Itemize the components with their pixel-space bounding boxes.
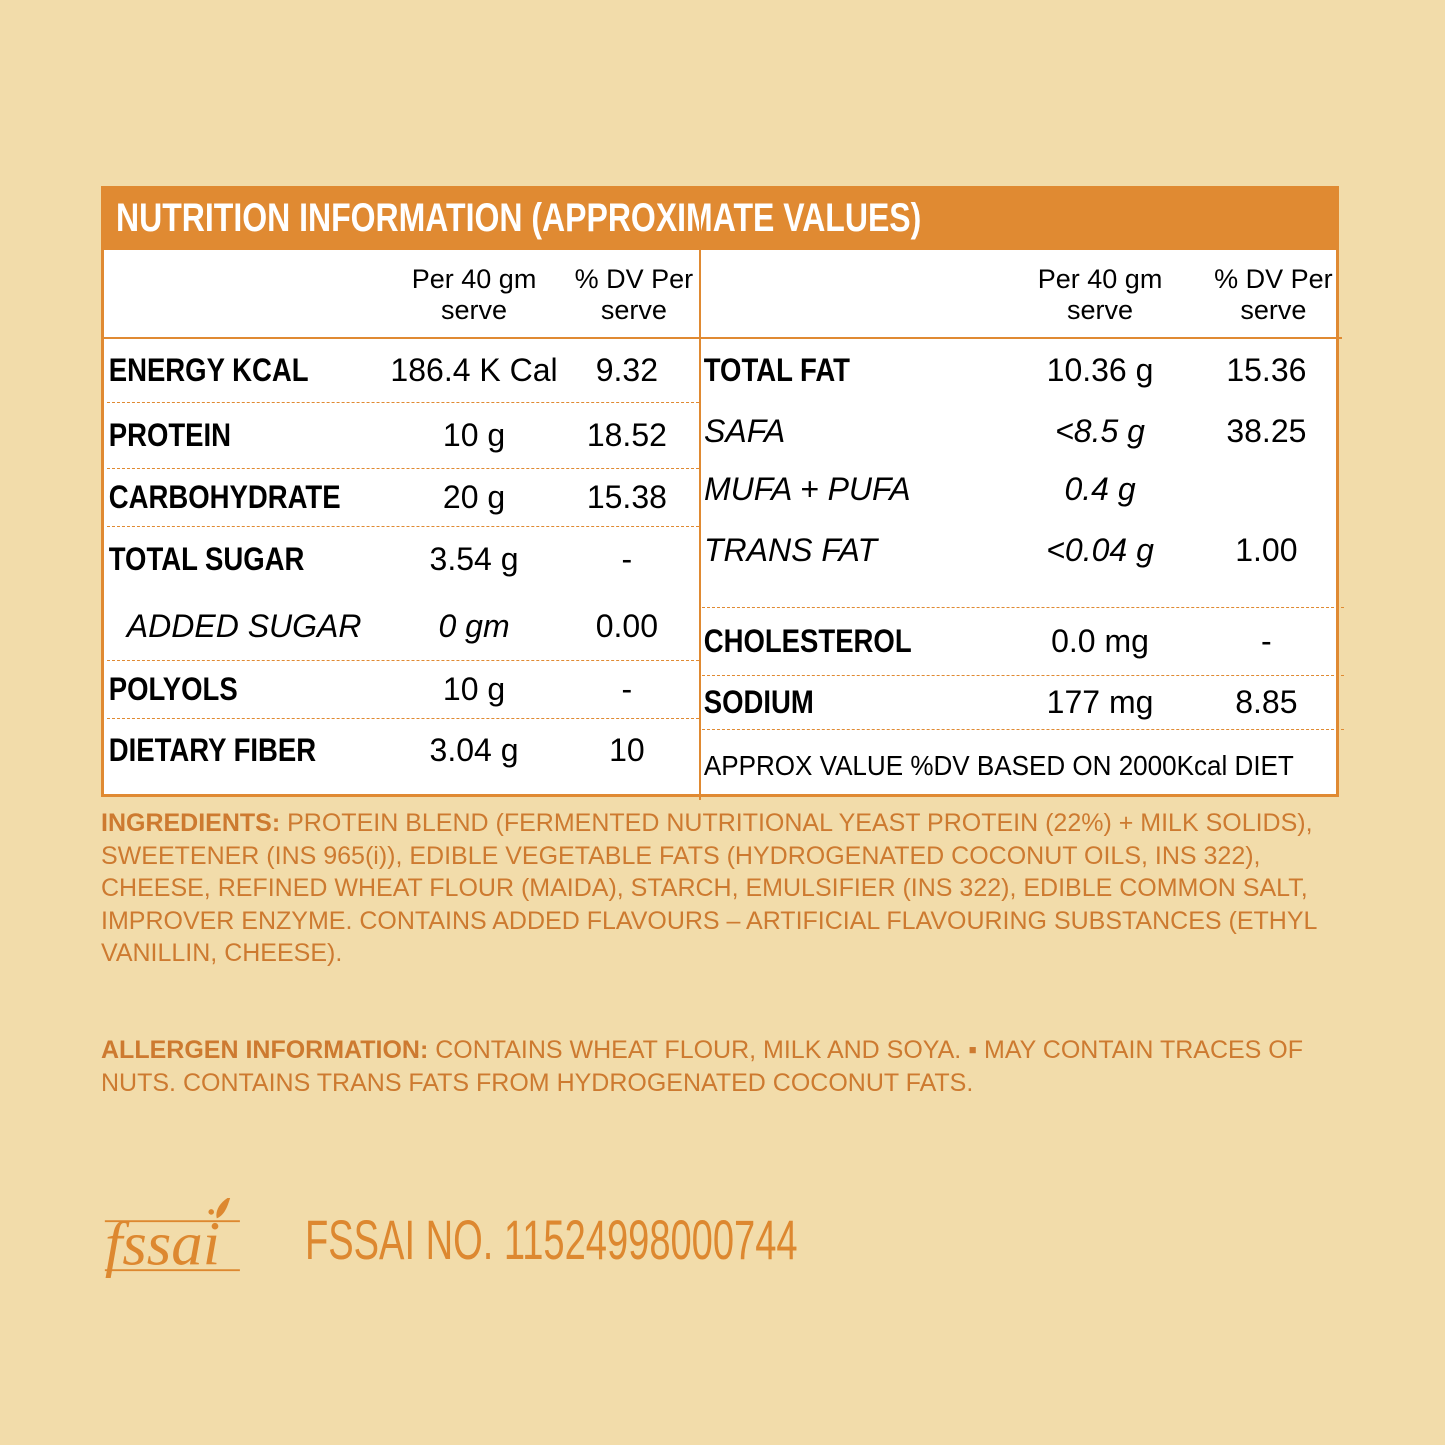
svg-text:fssai: fssai: [105, 1209, 220, 1279]
